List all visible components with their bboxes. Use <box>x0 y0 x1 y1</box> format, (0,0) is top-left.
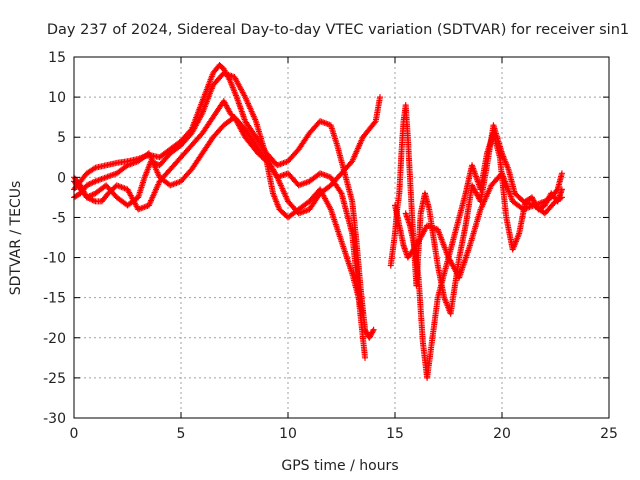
x-tick-label: 5 <box>177 426 186 442</box>
x-tick-label: 20 <box>493 426 511 442</box>
data-point <box>371 119 378 126</box>
x-axis-label: GPS time / hours <box>281 458 398 474</box>
data-point <box>362 354 369 361</box>
y-tick-label: -20 <box>43 331 66 347</box>
y-tick-label: -25 <box>43 371 66 387</box>
y-axis-label: SDTVAR / TECUs <box>8 181 24 296</box>
y-tick-label: -15 <box>43 291 66 307</box>
grid-lines <box>74 57 609 418</box>
data-point <box>369 328 376 335</box>
chart-title: Day 237 of 2024, Sidereal Day-to-day VTE… <box>47 22 629 38</box>
data-point <box>377 94 384 101</box>
data-points <box>71 62 565 381</box>
y-tick-label: -10 <box>43 251 66 267</box>
y-tick-label: -5 <box>52 210 66 226</box>
y-tick-label: 0 <box>57 170 66 186</box>
y-tick-label: -30 <box>43 411 66 427</box>
x-tick-label: 0 <box>70 426 79 442</box>
y-tick-label: 15 <box>48 50 66 66</box>
data-point <box>370 326 377 333</box>
axis-ticks: 0 5 10 15 20 25 15 10 5 0 -5 -10 -15 -20 -25 -30 <box>43 50 618 442</box>
series-track-f <box>402 130 565 381</box>
x-tick-label: 25 <box>600 426 618 442</box>
y-tick-label: 5 <box>57 130 66 146</box>
x-tick-label: 10 <box>279 426 297 442</box>
series-track-b <box>71 70 369 361</box>
y-tick-label: 10 <box>48 90 66 106</box>
series-track-d <box>71 98 366 317</box>
x-tick-label: 15 <box>386 426 404 442</box>
